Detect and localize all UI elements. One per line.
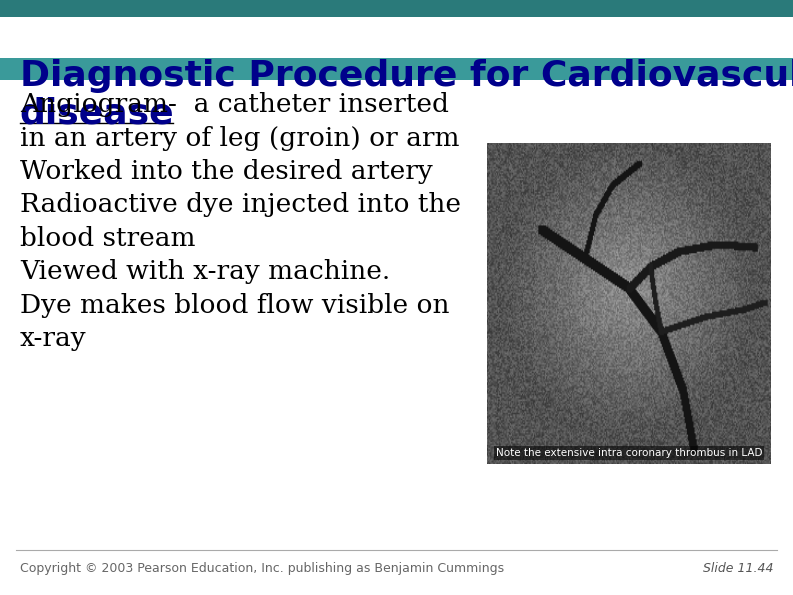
Text: Diagnostic Procedure for Cardiovascular
disease: Diagnostic Procedure for Cardiovascular … [20,59,793,131]
Text: Copyright © 2003 Pearson Education, Inc. publishing as Benjamin Cummings: Copyright © 2003 Pearson Education, Inc.… [20,562,504,575]
Text: Note the extensive intra coronary thrombus in LAD: Note the extensive intra coronary thromb… [496,447,762,458]
Bar [0,0,793,17]
Text: Slide 11.44: Slide 11.44 [703,562,773,575]
Bar [0,58,793,80]
Text: Angiogram-  a catheter inserted
in an artery of leg (groin) or arm
Worked into t: Angiogram- a catheter inserted in an art… [20,92,461,351]
